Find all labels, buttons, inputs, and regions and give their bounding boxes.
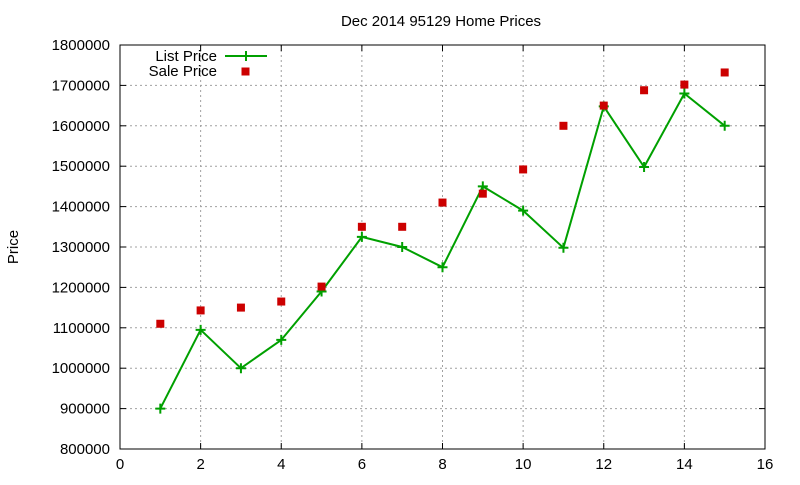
series [155,68,730,414]
y-axis-label: Price [5,230,22,264]
x-tick-label: 6 [358,456,366,473]
sale-price-point [559,121,568,130]
y-tick-label: 1500000 [52,158,110,175]
x-tick-label: 14 [676,456,693,473]
list-price-point [719,120,730,131]
grid [120,45,765,449]
x-tick-label: 4 [277,456,285,473]
sale-price-point [599,101,608,110]
x-axis-tick-labels: 0 2 4 6 8 10 12 14 16 [116,456,774,473]
sale-price-point [277,297,286,306]
y-tick-label: 1100000 [53,320,110,337]
y-axis-tick-labels: 800000 900000 1000000 1100000 1200000 1300000… [52,37,110,458]
sale-price-point [519,165,528,174]
sale-price-point [478,189,487,198]
list-price-point [679,88,690,99]
x-tick-label: 0 [116,456,124,473]
list-price-point [437,262,448,273]
y-tick-label: 1800000 [52,37,110,54]
sale-price-point [317,282,326,291]
x-tick-label: 8 [438,456,446,473]
legend-marker-sale-price [241,67,250,76]
y-tick-label: 1400000 [52,199,110,216]
sale-price-point [680,80,689,89]
x-tick-label: 2 [196,456,204,473]
sale-price-point [720,68,729,77]
x-tick-label: 12 [595,456,612,473]
y-tick-label: 1200000 [52,279,110,296]
y-tick-label: 800000 [60,441,110,458]
y-tick-label: 1300000 [52,239,110,256]
legend-label-list-price: List Price [155,48,217,65]
x-tick-label: 16 [757,456,774,473]
x-tick-label: 10 [515,456,532,473]
legend-marker-list-price [241,51,251,61]
y-tick-label: 1700000 [52,77,110,94]
sale-price-point [640,86,649,95]
list-price-point [397,242,408,252]
y-tick-label: 1600000 [52,118,110,135]
sale-price-point [156,319,165,328]
chart-title: Dec 2014 95129 Home Prices [341,13,541,30]
legend-label-sale-price: Sale Price [149,63,217,80]
sale-price-point [196,306,205,315]
sale-price-point [357,222,366,231]
list-price-point [639,162,650,173]
sale-price-point [438,198,447,207]
axis-ticks [119,44,766,450]
y-tick-label: 900000 [60,401,110,418]
list-price-point [356,231,367,242]
sale-price-point [236,303,245,312]
list-price-point [155,403,166,414]
sale-price-point [398,222,407,231]
legend: List Price Sale Price [149,48,267,80]
y-tick-label: 1000000 [52,360,110,377]
list-price-point [235,363,246,374]
list-price-point [276,334,287,345]
list-price-point [518,205,529,216]
list-price-point [558,242,569,253]
list-price-point [195,324,206,335]
